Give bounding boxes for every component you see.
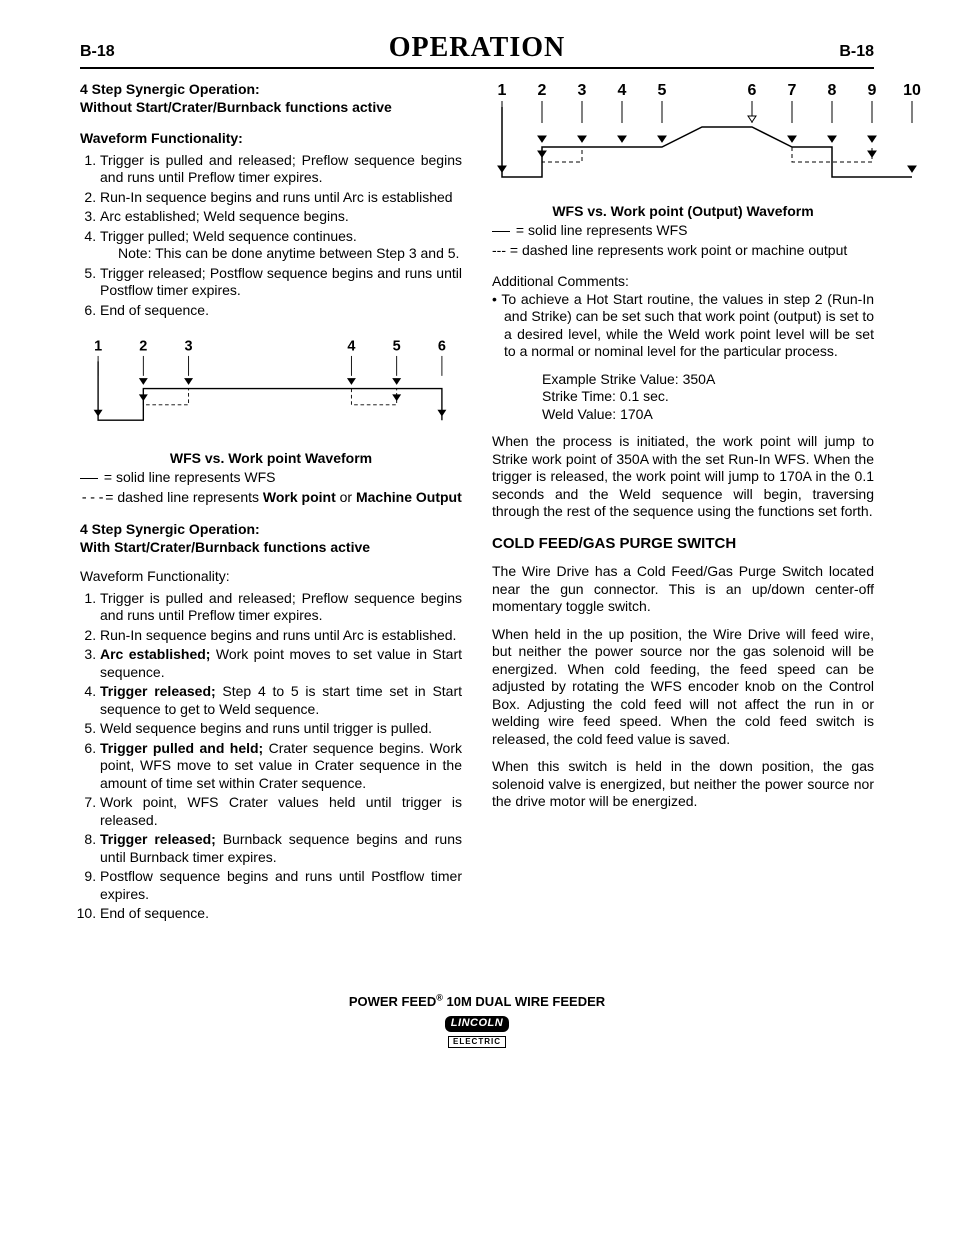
waveform-diagram-1: 1 2 3 4 5 6 — [80, 329, 462, 444]
svg-text:9: 9 — [868, 82, 877, 99]
svg-text:2: 2 — [139, 339, 147, 355]
diagram-1-caption: WFS vs. Work point Waveform — [80, 450, 462, 468]
step-item: Trigger released; Step 4 to 5 is start t… — [100, 683, 462, 718]
svg-text:4: 4 — [618, 82, 627, 99]
svg-text:4: 4 — [347, 339, 355, 355]
svg-text:2: 2 — [538, 82, 547, 99]
example-paragraph: When the process is initiated, the work … — [492, 433, 874, 521]
cold-feed-p3: When this switch is held in the down pos… — [492, 758, 874, 811]
svg-text:1: 1 — [94, 339, 102, 355]
example-line: Strike Time: 0.1 sec. — [542, 388, 874, 406]
steps-list-2: Trigger is pulled and released; Preflow … — [80, 590, 462, 923]
svg-text:5: 5 — [658, 82, 667, 99]
svg-text:8: 8 — [828, 82, 837, 99]
page-num-left: B-18 — [80, 42, 115, 62]
step-item: Trigger released; Burnback sequence begi… — [100, 831, 462, 866]
legend-dashed-2: --- = dashed line represents work point … — [492, 242, 874, 260]
page-num-right: B-18 — [839, 42, 874, 62]
left-column: 4 Step Synergic Operation: Without Start… — [80, 77, 462, 933]
waveform-func-heading-2: Waveform Functionality: — [80, 568, 462, 586]
step-item: Arc established; Work point moves to set… — [100, 646, 462, 681]
example-line: Example Strike Value: 350A — [542, 371, 874, 389]
solid-line-icon — [492, 231, 510, 232]
step-item: Run-In sequence begins and runs until Ar… — [100, 627, 462, 645]
page-header: B-18 OPERATION B-18 — [80, 30, 874, 69]
step-item: Work point, WFS Crater values held until… — [100, 794, 462, 829]
logo-bottom-text: ELECTRIC — [448, 1036, 506, 1048]
cold-feed-p2: When held in the up position, the Wire D… — [492, 626, 874, 749]
svg-text:6: 6 — [438, 339, 446, 355]
legend-solid: = solid line represents WFS — [80, 469, 462, 487]
cold-feed-heading: COLD FEED/GAS PURGE SWITCH — [492, 535, 874, 554]
left-heading-2a: 4 Step Synergic Operation: — [80, 521, 462, 539]
diagram-2-caption: WFS vs. Work point (Output) Waveform — [492, 203, 874, 221]
step-item: End of sequence. — [100, 905, 462, 923]
left-heading-1b: Without Start/Crater/Burnback functions … — [80, 99, 462, 117]
page-title: OPERATION — [389, 30, 566, 65]
left-heading-1a: 4 Step Synergic Operation: — [80, 81, 462, 99]
left-heading-2b: With Start/Crater/Burnback functions act… — [80, 539, 462, 557]
waveform-svg-2: 1 2 3 4 5 6 7 8 9 10 — [492, 77, 922, 192]
waveform-func-heading: Waveform Functionality: — [80, 130, 462, 148]
legend-dashed: ---= dashed line represents Work point o… — [80, 489, 462, 508]
solid-line-icon — [80, 478, 98, 479]
steps-list-1: Trigger is pulled and released; Preflow … — [80, 152, 462, 320]
content-columns: 4 Step Synergic Operation: Without Start… — [80, 77, 874, 933]
svg-text:7: 7 — [788, 82, 797, 99]
waveform-diagram-2: 12345678910 — [492, 77, 874, 197]
step-item: Arc established; Weld sequence begins. — [100, 208, 462, 226]
additional-comments-heading: Additional Comments: — [492, 273, 874, 291]
lincoln-logo: LINCOLN ELECTRIC — [445, 1014, 509, 1048]
svg-text:3: 3 — [578, 82, 587, 99]
step-item: Trigger is pulled and released; Preflow … — [100, 152, 462, 187]
additional-comment-bullet: To achieve a Hot Start routine, the valu… — [492, 291, 874, 361]
cold-feed-p1: The Wire Drive has a Cold Feed/Gas Purge… — [492, 563, 874, 616]
step-item: Trigger pulled; Weld sequence continues.… — [100, 228, 462, 263]
step-item: Trigger is pulled and released; Preflow … — [100, 590, 462, 625]
step-note: Note: This can be done anytime between S… — [118, 245, 462, 263]
waveform-svg-1: 1 2 3 4 5 6 — [80, 329, 460, 439]
svg-text:6: 6 — [748, 82, 757, 99]
dashed-line-icon: --- — [80, 490, 105, 506]
step-item: Run-In sequence begins and runs until Ar… — [100, 189, 462, 207]
svg-text:5: 5 — [393, 339, 401, 355]
svg-text:10: 10 — [903, 82, 921, 99]
logo-top-text: LINCOLN — [445, 1016, 509, 1032]
right-column: 12345678910 WFS vs. Work point (Output) … — [492, 77, 874, 933]
step-item: Postflow sequence begins and runs until … — [100, 868, 462, 903]
svg-text:3: 3 — [185, 339, 193, 355]
page-footer: POWER FEED® 10M DUAL WIRE FEEDER LINCOLN… — [80, 993, 874, 1049]
example-line: Weld Value: 170A — [542, 406, 874, 424]
step-item: Trigger released; Postflow sequence begi… — [100, 265, 462, 300]
example-block: Example Strike Value: 350A Strike Time: … — [542, 371, 874, 424]
legend-solid-2: = solid line represents WFS — [492, 222, 874, 240]
step-item: Trigger pulled and held; Crater sequence… — [100, 740, 462, 793]
svg-text:1: 1 — [498, 82, 507, 99]
step-item: End of sequence. — [100, 302, 462, 320]
step-item: Weld sequence begins and runs until trig… — [100, 720, 462, 738]
